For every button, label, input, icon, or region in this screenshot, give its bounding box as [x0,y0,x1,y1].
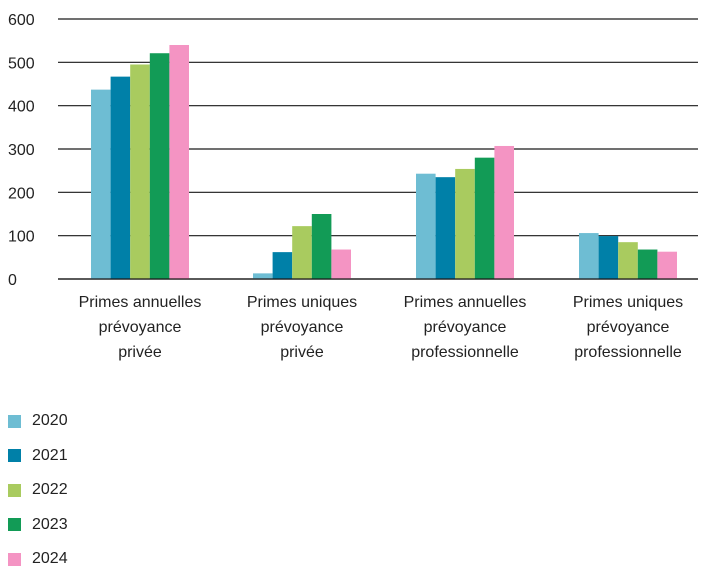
bar-2024-cat1 [169,45,189,279]
legend-label: 2023 [32,515,68,533]
legend-label: 2022 [32,481,68,499]
y-tick-label: 0 [8,272,17,289]
y-tick-label: 400 [8,99,35,116]
y-tick-label: 200 [8,185,35,202]
bar-2024-cat2 [331,249,351,279]
legend-label: 2024 [32,550,68,568]
bar-2021-cat1 [110,76,131,279]
y-tick-label: 300 [8,142,35,159]
x-category-label: Primes uniques prévoyance privée [247,294,357,361]
legend-swatch [8,483,21,497]
bar-2020-cat2 [253,273,273,279]
y-tick-label: 500 [8,55,35,72]
y-tick-label: 100 [8,229,35,246]
legend-label: 2021 [32,446,68,464]
bar-2023-cat1 [149,53,170,279]
y-tick-label: 600 [8,12,35,29]
bar-2023-cat2 [311,214,332,279]
x-category-label: Primes annuelles prévoyance privée [79,294,202,361]
bar-2022-cat4 [618,242,638,279]
bar-2024-cat4 [657,251,677,279]
legend-item: 2022 [8,473,68,508]
bar-2022-cat3 [455,168,475,279]
bar-2022-cat2 [292,226,312,279]
legend-swatch [8,552,21,566]
bar-2021-cat2 [272,252,293,279]
bar-2020-cat1 [91,89,111,279]
x-category-label: Primes annuelles prévoyance professionnell… [404,294,527,361]
legend-item: 2023 [8,508,68,543]
x-category-label: Primes uniques prévoyance professionnelle [573,294,683,361]
bar-2020-cat3 [416,173,436,279]
legend: 2020 2021 2022 2023 2024 [8,404,68,577]
bar-2023-cat3 [474,157,495,279]
bar-2023-cat4 [637,249,658,279]
legend-label: 2020 [32,412,68,430]
bar-2024-cat3 [494,145,514,279]
legend-swatch [8,518,21,532]
bar-chart: 0 100 200 300 400 500 600 Primes annuelles prévo… [8,12,698,361]
legend-item: 2021 [8,439,68,474]
bar-2020-cat4 [579,233,599,279]
bar-2021-cat4 [598,236,619,279]
bar-2022-cat1 [130,64,150,279]
legend-swatch [8,414,21,428]
bar-2021-cat3 [435,177,456,279]
legend-item: 2020 [8,404,68,439]
legend-item: 2024 [8,542,68,577]
legend-swatch [8,449,21,463]
